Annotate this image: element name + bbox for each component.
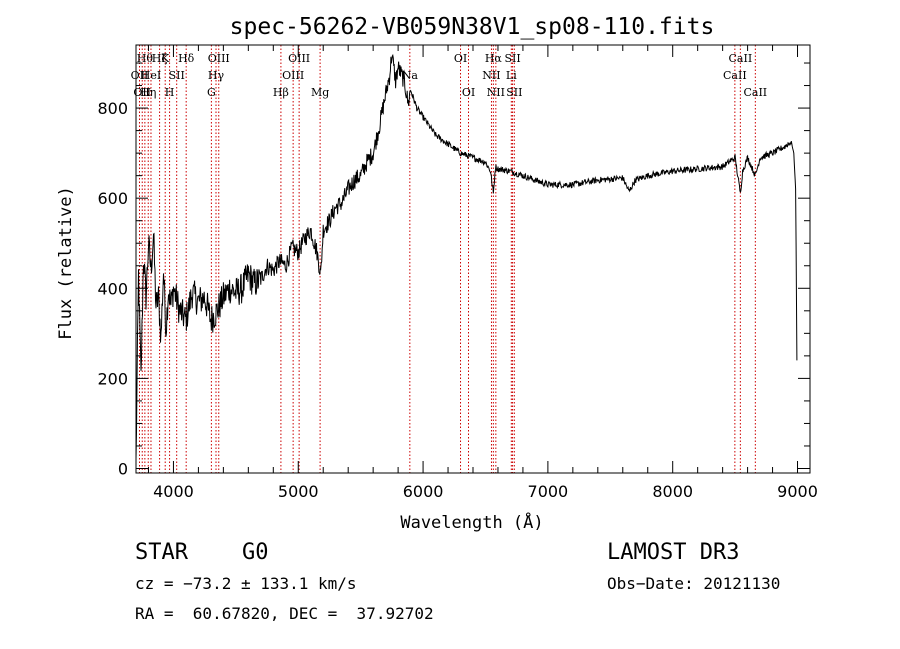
survey-name: LAMOST DR3 xyxy=(607,540,740,565)
line-label-25: SII xyxy=(506,86,522,99)
y-axis-ticks: 0 200 400 600 800 xyxy=(97,62,810,478)
y-tick-label-3: 600 xyxy=(97,189,128,208)
line-label-2: Hθ xyxy=(137,52,154,65)
y-tick-label-4: 800 xyxy=(97,99,128,118)
line-label-12: OIII xyxy=(208,52,230,65)
line-label-22: NII xyxy=(487,86,505,99)
x-axis-label: Wavelength (Å) xyxy=(400,511,543,533)
line-label-4: HeI xyxy=(141,69,161,82)
line-label-8: SII xyxy=(169,69,185,82)
line-label-17: Na xyxy=(402,69,419,82)
line-label-18: OI xyxy=(454,52,467,65)
line-label-10: G xyxy=(207,86,216,99)
line-label-28: CaII xyxy=(743,86,767,99)
spectrum-line xyxy=(135,53,798,460)
line-label-13: Hβ xyxy=(273,86,289,99)
line-marker-labels: OII OII Hθ Hη HeI HζK H SII Hδ G Hγ OIII Hβ OIII OIII M… xyxy=(131,52,768,99)
line-label-20: NII xyxy=(482,69,500,82)
x-tick-label-2: 6000 xyxy=(403,482,444,501)
line-label-24: SII xyxy=(504,52,520,65)
coordinates: RA = 60.67820, DEC = 37.92702 xyxy=(135,604,434,623)
object-class: STAR xyxy=(135,540,188,565)
line-label-5: Hζ xyxy=(152,52,168,65)
line-label-1: OII xyxy=(133,86,151,99)
line-label-11: Hγ xyxy=(208,69,225,82)
line-label-0: OII xyxy=(131,69,149,82)
object-subclass: G0 xyxy=(242,540,269,565)
plot-frame xyxy=(135,44,811,474)
y-axis-label: Flux (relative) xyxy=(56,186,76,340)
chart-title: spec-56262-VB059N38V1_sp08-110.fits xyxy=(230,14,715,40)
line-label-15: OIII xyxy=(288,52,310,65)
y-tick-label-0: 0 xyxy=(118,459,128,478)
line-label-19: OI xyxy=(462,86,475,99)
line-label-3: Hη xyxy=(140,86,156,99)
line-label-21: Hα xyxy=(485,52,503,65)
line-label-27: CaII xyxy=(729,52,753,65)
line-label-7: H xyxy=(165,86,175,99)
x-tick-label-0: 4000 xyxy=(153,482,194,501)
observation-date: Obs−Date: 20121130 xyxy=(607,574,781,593)
redshift-velocity: cz = −73.2 ± 133.1 km/s xyxy=(135,574,357,593)
line-markers xyxy=(138,45,756,473)
x-tick-label-3: 7000 xyxy=(528,482,569,501)
line-label-26: CaII xyxy=(723,69,747,82)
line-label-14: OIII xyxy=(282,69,304,82)
x-tick-label-1: 5000 xyxy=(278,482,319,501)
x-tick-label-4: 8000 xyxy=(652,482,693,501)
line-label-6: K xyxy=(161,52,170,65)
line-label-23: Li xyxy=(506,69,517,82)
line-label-9: Hδ xyxy=(178,52,195,65)
y-tick-label-2: 400 xyxy=(97,279,128,298)
y-tick-label-1: 200 xyxy=(97,369,128,388)
x-axis-ticks: 4000 5000 6000 7000 8000 9000 xyxy=(147,45,818,501)
x-tick-label-5: 9000 xyxy=(777,482,818,501)
line-label-16: Mg xyxy=(311,86,329,99)
